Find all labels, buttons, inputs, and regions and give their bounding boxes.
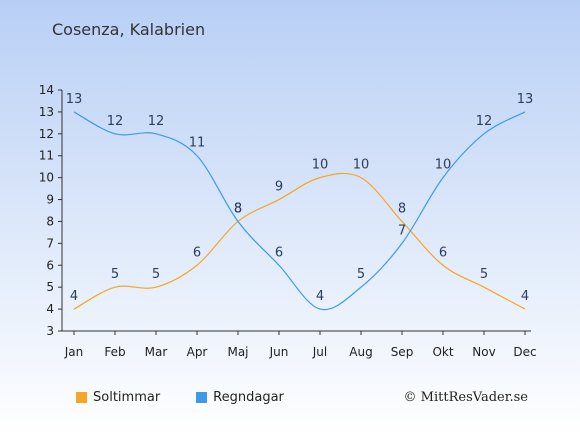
- chart-title: Cosenza, Kalabrien: [52, 20, 206, 39]
- x-tick-label: Okt: [432, 345, 453, 359]
- data-label-regndagar: 6: [275, 245, 283, 260]
- credit-text: © MittResVader.se: [403, 390, 528, 405]
- series-line-soltimmar: [73, 172, 526, 310]
- data-label-regndagar: 12: [107, 114, 124, 129]
- data-label-soltimmar: 5: [480, 267, 488, 282]
- data-label-soltimmar: 4: [521, 289, 529, 304]
- data-label-regndagar: 13: [66, 92, 83, 107]
- legend: Soltimmar Regndagar: [76, 390, 320, 405]
- series-line-regndagar: [73, 111, 526, 311]
- y-tick-label: 9: [46, 193, 54, 207]
- y-tick-label: 14: [39, 83, 54, 97]
- data-label-regndagar: 12: [476, 114, 493, 129]
- data-label-soltimmar: 6: [193, 245, 201, 260]
- x-tick-label: Apr: [187, 345, 208, 359]
- legend-item-regndagar: Regndagar: [196, 390, 284, 405]
- x-tick-label: Nov: [472, 345, 495, 359]
- y-tick-label: 10: [39, 171, 54, 185]
- data-label-regndagar: 7: [398, 223, 406, 238]
- x-tick-label: Mar: [145, 345, 168, 359]
- y-tick-label: 6: [46, 258, 54, 272]
- data-label-regndagar: 10: [435, 158, 452, 173]
- data-label-soltimmar: 5: [152, 267, 160, 282]
- data-label-soltimmar: 8: [234, 201, 242, 216]
- data-label-regndagar: 8: [234, 201, 242, 216]
- data-label-soltimmar: 10: [353, 158, 370, 173]
- data-label-soltimmar: 4: [70, 289, 78, 304]
- data-label-regndagar: 4: [316, 289, 324, 304]
- x-tick-label: Maj: [227, 345, 248, 359]
- legend-label-regndagar: Regndagar: [213, 390, 284, 405]
- x-tick-label: Sep: [391, 345, 414, 359]
- y-tick-label: 5: [46, 280, 54, 294]
- data-label-soltimmar: 10: [312, 158, 329, 173]
- x-tick-label: Jan: [64, 345, 84, 359]
- legend-item-soltimmar: Soltimmar: [76, 390, 160, 405]
- x-tick-label: Feb: [104, 345, 125, 359]
- y-tick-label: 3: [46, 324, 54, 338]
- x-tick-label: Dec: [513, 345, 536, 359]
- legend-label-soltimmar: Soltimmar: [93, 390, 161, 405]
- y-tick-label: 12: [39, 127, 54, 141]
- legend-swatch-regndagar: [196, 392, 208, 403]
- legend-swatch-soltimmar: [76, 392, 87, 403]
- data-label-regndagar: 12: [148, 114, 165, 129]
- y-tick-label: 11: [39, 149, 54, 163]
- x-tick-label: Aug: [349, 345, 372, 359]
- data-label-soltimmar: 5: [111, 267, 119, 282]
- data-label-regndagar: 5: [357, 267, 365, 282]
- y-tick-label: 8: [46, 214, 54, 228]
- x-tick-label: Jul: [312, 345, 327, 359]
- y-tick-label: 13: [39, 105, 54, 119]
- y-tick-label: 4: [46, 302, 54, 316]
- data-label-soltimmar: 8: [398, 201, 406, 216]
- data-label-regndagar: 13: [517, 92, 534, 107]
- data-label-regndagar: 11: [189, 136, 206, 151]
- x-tick-label: Jun: [269, 345, 289, 359]
- data-label-soltimmar: 6: [439, 245, 447, 260]
- data-label-soltimmar: 9: [275, 180, 283, 195]
- y-tick-label: 7: [46, 236, 54, 250]
